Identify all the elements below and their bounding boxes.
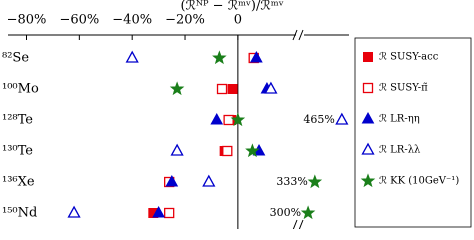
y-tick-label: ⁸²Se <box>2 51 29 66</box>
marker-triangle <box>361 111 375 124</box>
x-tick-label: −40% <box>112 13 152 28</box>
marker-triangle <box>152 205 165 218</box>
y-tick-label: ¹⁰⁰Mo <box>2 82 39 97</box>
marker-triangle <box>165 174 179 187</box>
marker-square <box>227 84 238 94</box>
marker-triangle <box>250 50 263 63</box>
marker-triangle <box>361 142 375 155</box>
marker-triangle <box>125 50 139 63</box>
marker-star <box>212 50 227 65</box>
marker-star <box>307 174 323 189</box>
marker-square <box>362 82 374 94</box>
y-tick-label: ¹³⁰Te <box>2 144 33 159</box>
marker-triangle <box>67 205 81 218</box>
value-label: 333% <box>276 175 307 188</box>
legend-label: ℛ SUSY-acc <box>379 52 439 63</box>
marker-triangle <box>335 112 349 125</box>
legend-label: ℛ KK (10GeV⁻¹) <box>379 176 459 187</box>
chart: (ℛᴺᴾ − ℛᵐᵛ)/ℛᵐᵛ −80% −60% −40% −20% 0 ⁸²Se ¹⁰⁰… <box>2 0 472 229</box>
marker-triangle <box>264 81 278 94</box>
marker-triangle <box>202 174 216 187</box>
marker-square <box>222 145 233 157</box>
x-tick-label: −60% <box>59 13 99 28</box>
marker-star <box>360 173 376 188</box>
y-tick-label: ¹²⁸Te <box>2 113 33 128</box>
value-label: 465% <box>303 113 334 126</box>
legend-label: ℛ LR-ηη <box>379 114 420 125</box>
y-tick-label: ¹³⁶Xe <box>2 175 35 190</box>
x-tick-label: −20% <box>165 13 205 28</box>
marker-triangle <box>210 112 224 125</box>
marker-star <box>300 205 316 220</box>
y-tick-label: ¹⁵⁰Nd <box>2 206 37 221</box>
marker-square <box>363 52 373 62</box>
x-tick-label: 0 <box>234 13 242 28</box>
axis-break <box>292 29 304 41</box>
marker-square <box>223 114 234 126</box>
marker-star <box>245 143 260 158</box>
axis-break <box>292 219 304 229</box>
marker-square <box>164 207 175 219</box>
marker-star <box>230 112 246 127</box>
x-tick-label: −80% <box>7 13 47 28</box>
marker-triangle <box>170 143 184 156</box>
marker-star <box>169 81 185 96</box>
legend-label: ℛ LR-λλ <box>379 145 421 156</box>
marker-square <box>216 83 228 95</box>
legend-label: ℛ SUSY-π̃ <box>379 83 428 94</box>
legend-box <box>354 37 472 228</box>
value-label: 300% <box>270 206 301 219</box>
axis-title: (ℛᴺᴾ − ℛᵐᵛ)/ℛᵐᵛ <box>180 0 283 14</box>
